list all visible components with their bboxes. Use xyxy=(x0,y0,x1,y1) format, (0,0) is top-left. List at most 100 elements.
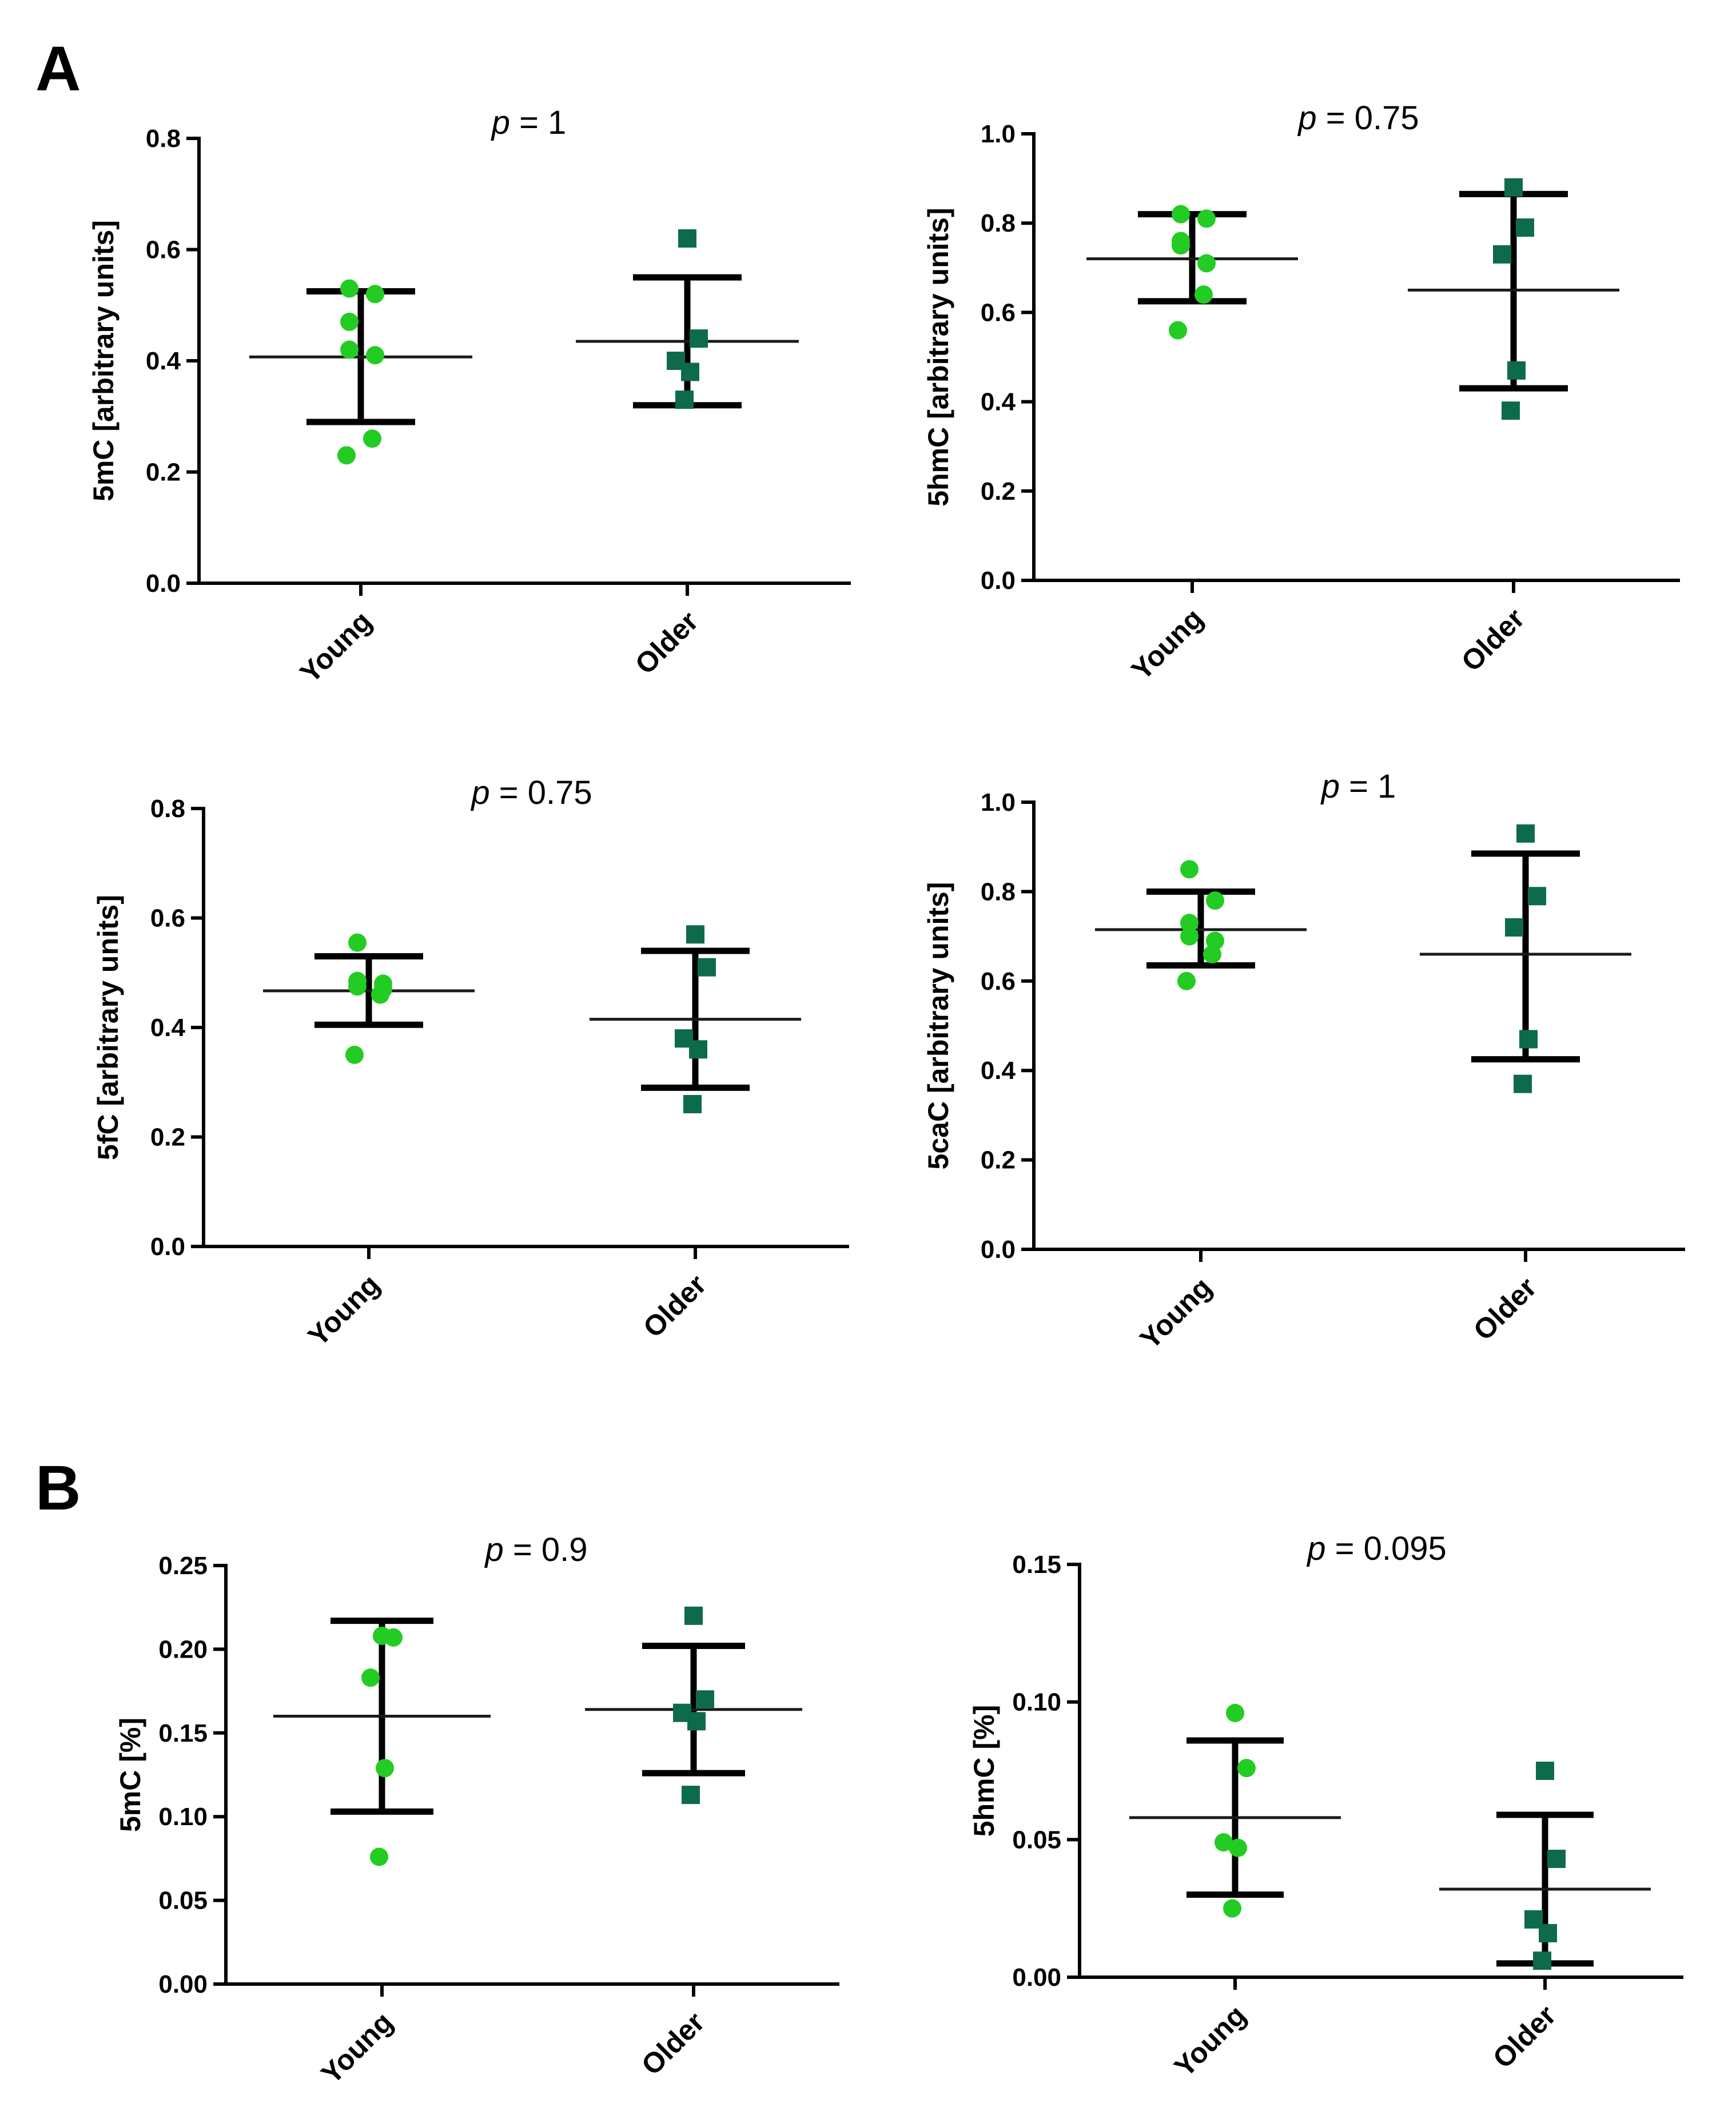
data-point xyxy=(348,977,367,996)
data-point xyxy=(698,958,716,977)
x-category-label: Older xyxy=(635,2006,711,2081)
series-older xyxy=(1439,1762,1651,1970)
y-tick-label: 0.20 xyxy=(158,1635,208,1663)
data-point xyxy=(361,1668,380,1687)
y-axis-label: 5fC [arbitrary units] xyxy=(92,895,124,1160)
data-point xyxy=(686,925,704,944)
data-point xyxy=(690,329,708,348)
series-young xyxy=(1095,860,1307,990)
chart-5mc-percent: 0.00 0.05 0.10 0.15 0.20 0.25 5mC [%] Young Olde… xyxy=(114,1531,839,2090)
data-point xyxy=(363,429,381,448)
data-point xyxy=(1195,285,1213,304)
chart-5fc-arbitrary: 0.0 0.2 0.4 0.6 0.8 5fC [arbitrary units] Youn… xyxy=(92,774,849,1352)
data-point xyxy=(370,1847,388,1866)
data-point xyxy=(1215,1833,1233,1852)
y-tick-label: 0.2 xyxy=(981,477,1016,505)
y-tick-label: 0.10 xyxy=(1012,1688,1061,1716)
data-point xyxy=(1528,887,1546,906)
y-tick-label: 0.8 xyxy=(150,795,185,823)
y-tick-label: 0.8 xyxy=(146,125,181,153)
x-category-label: Young xyxy=(1134,1271,1218,1355)
panel-letter-a: A xyxy=(35,34,81,104)
series-young xyxy=(249,279,472,465)
data-point xyxy=(678,229,696,248)
y-tick-label: 0.2 xyxy=(146,459,181,487)
y-tick-label: 0.10 xyxy=(158,1803,208,1831)
data-point xyxy=(366,285,384,304)
data-point xyxy=(1223,1899,1241,1918)
y-tick-label: 0.4 xyxy=(146,347,181,375)
series-older xyxy=(576,229,799,409)
y-axis-label: 5hmC [%] xyxy=(968,1705,1000,1837)
data-point xyxy=(1226,1703,1244,1722)
data-point xyxy=(340,340,359,359)
x-category-label: Young xyxy=(302,1268,386,1352)
chart-5hmc-arbitrary: 0.0 0.2 0.4 0.6 0.8 1.0 5hmC [arbitrary units]… xyxy=(922,99,1680,686)
x-category-label: Young xyxy=(315,2006,399,2090)
y-tick-label: 0.0 xyxy=(150,1233,185,1261)
series-young xyxy=(1129,1703,1341,1918)
data-point xyxy=(683,1095,702,1114)
data-point xyxy=(1519,1030,1538,1049)
data-point xyxy=(1539,1923,1557,1942)
data-point xyxy=(1180,927,1199,946)
series-young xyxy=(263,933,475,1064)
y-tick-label: 0.0 xyxy=(146,569,181,598)
y-tick-label: 1.0 xyxy=(981,788,1016,816)
data-point xyxy=(1507,361,1526,380)
series-older xyxy=(590,925,801,1114)
data-point xyxy=(1206,891,1224,910)
data-point xyxy=(337,446,356,465)
data-point xyxy=(1203,945,1221,963)
y-tick-label: 1.0 xyxy=(981,120,1016,148)
panel-letter-b: B xyxy=(35,1453,81,1523)
x-category-label: Older xyxy=(1487,1999,1562,2074)
y-tick-label: 0.6 xyxy=(981,967,1016,995)
data-point xyxy=(1172,205,1190,224)
data-point xyxy=(696,1690,714,1709)
y-tick-label: 0.8 xyxy=(981,878,1016,906)
data-point xyxy=(371,985,389,1004)
data-point xyxy=(1536,1762,1554,1780)
y-axis-label: 5hmC [arbitrary units] xyxy=(922,208,954,506)
data-point xyxy=(1197,209,1216,228)
y-axis-label: 5caC [arbitrary units] xyxy=(922,882,954,1170)
data-point xyxy=(1237,1759,1256,1778)
series-older xyxy=(1408,178,1619,420)
chart-5mc-arbitrary: 0.0 0.2 0.4 0.6 0.8 5mC [arbitrary units] Youn… xyxy=(87,104,851,689)
data-point xyxy=(675,391,694,409)
p-value-label: p = 1 xyxy=(1320,768,1396,805)
data-point xyxy=(681,363,699,381)
y-tick-label: 0.15 xyxy=(158,1719,208,1747)
y-tick-label: 0.05 xyxy=(1012,1826,1061,1854)
data-point xyxy=(345,1045,364,1064)
data-point xyxy=(1514,1074,1532,1093)
y-tick-label: 0.8 xyxy=(981,209,1016,237)
series-young xyxy=(273,1618,491,1866)
y-tick-label: 0.05 xyxy=(158,1887,208,1915)
y-tick-label: 0.25 xyxy=(158,1552,208,1580)
data-point xyxy=(1502,401,1520,420)
p-value-label: p = 0.75 xyxy=(1297,99,1419,137)
y-tick-label: 0.00 xyxy=(1012,1963,1061,1992)
data-point xyxy=(1547,1850,1566,1869)
x-category-label: Older xyxy=(637,1268,712,1344)
y-tick-label: 0.6 xyxy=(981,298,1016,326)
data-point xyxy=(1505,918,1523,937)
data-point xyxy=(1504,178,1523,197)
y-tick-label: 0.4 xyxy=(981,1057,1016,1085)
x-category-label: Young xyxy=(1125,602,1209,686)
y-tick-label: 0.4 xyxy=(150,1014,186,1042)
y-tick-label: 0.2 xyxy=(150,1124,185,1152)
data-point xyxy=(376,1759,394,1778)
data-point xyxy=(1533,1951,1551,1970)
data-point xyxy=(682,1786,700,1805)
chart-5hmc-percent: 0.00 0.05 0.10 0.15 5hmC [%] Young Older p = 0.… xyxy=(968,1530,1683,2083)
y-axis-label: 5mC [%] xyxy=(114,1718,146,1832)
y-tick-label: 0.15 xyxy=(1012,1551,1061,1579)
p-value-label: p = 0.095 xyxy=(1306,1530,1447,1567)
data-point xyxy=(1516,824,1535,843)
data-point xyxy=(348,933,367,952)
data-point xyxy=(1169,321,1187,340)
